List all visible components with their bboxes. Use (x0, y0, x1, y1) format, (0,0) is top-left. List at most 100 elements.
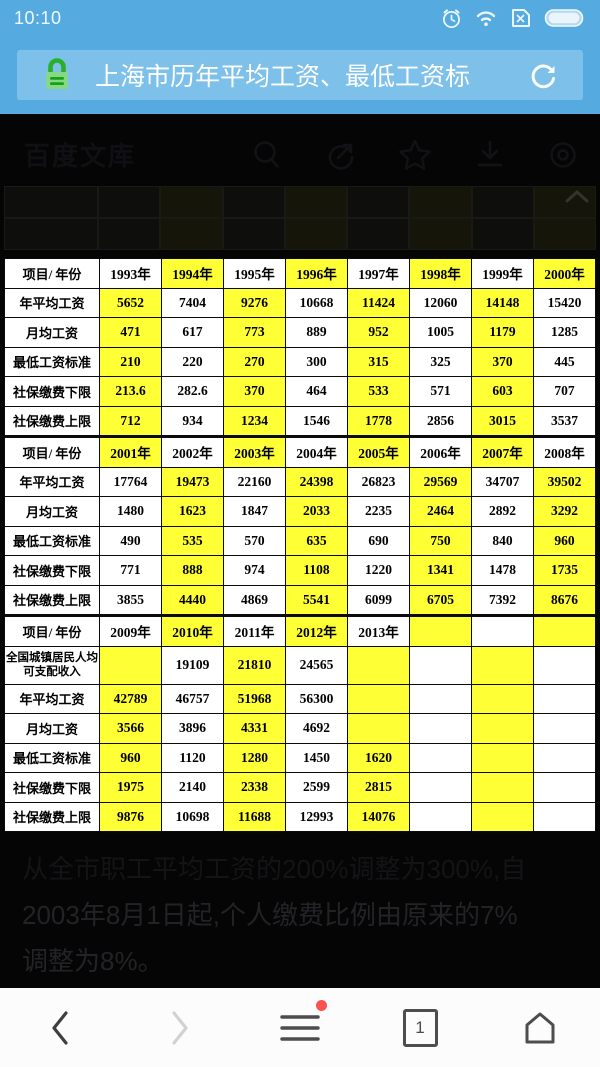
value-cell: 2140 (161, 772, 224, 803)
table-row: 最低工资标准 210 220 270 300 315 325 370 445 (4, 346, 596, 377)
value-cell (471, 742, 534, 773)
secure-lock-icon (41, 57, 73, 93)
share-icon (328, 143, 353, 170)
dimmed-table-fragment (4, 186, 596, 250)
table-row: 全国城镇居民人均可支配收入 19109 21810 24565 (4, 645, 596, 685)
table-row: 社保缴费上限 712 934 1234 1546 1778 2856 3015 3537 (4, 405, 596, 437)
value-cell: 1120 (161, 742, 224, 773)
value-cell: 10668 (285, 287, 348, 318)
value-cell: 12993 (285, 801, 348, 832)
dimmed-cell (284, 218, 347, 250)
value-cell: 690 (347, 525, 410, 556)
table-header-row: 项目/ 年份 1993年 1994年 1995年 1996年 1997年 1998年 1999… (4, 258, 596, 289)
dimmed-cell (284, 186, 347, 218)
value-cell: 888 (161, 555, 224, 586)
year-header-cell: 1998年 (409, 258, 472, 289)
year-header-cell: 1993年 (99, 258, 162, 289)
value-cell (533, 713, 596, 744)
value-cell: 535 (161, 525, 224, 556)
row-label: 月均工资 (4, 317, 100, 348)
brand-title: 百度文库 (24, 141, 137, 171)
footnote-line: 2003年8月1日起,个人缴费比例由原来的7% (22, 900, 518, 930)
table-row: 月均工资 471 617 773 889 952 1005 1179 1285 (4, 317, 596, 348)
back-button[interactable] (25, 998, 95, 1058)
value-cell: 445 (533, 346, 596, 377)
collapse-caret-icon (565, 189, 589, 203)
value-cell: 3015 (471, 405, 534, 437)
dimmed-cell (471, 186, 534, 218)
row-label: 项目/ 年份 (4, 614, 100, 647)
value-cell: 707 (533, 376, 596, 407)
value-cell: 39502 (533, 466, 596, 497)
dimmed-cell (98, 218, 161, 250)
forward-button[interactable] (145, 998, 215, 1058)
notification-badge (316, 999, 327, 1011)
value-cell (347, 713, 410, 744)
url-field[interactable]: 上海市历年平均工资、最低工资标 (17, 50, 583, 100)
value-cell: 3896 (161, 713, 224, 744)
year-header-cell: 2007年 (471, 435, 534, 468)
value-cell: 370 (471, 346, 534, 377)
value-cell: 12060 (409, 287, 472, 318)
value-cell: 22160 (223, 466, 286, 497)
table-row: 年平均工资 42789 46757 51968 56300 (4, 683, 596, 714)
table-row: 最低工资标准 490 535 570 635 690 750 840 960 (4, 525, 596, 556)
value-cell: 1546 (285, 405, 348, 437)
year-header-cell (409, 614, 472, 647)
value-cell: 2033 (285, 496, 348, 527)
value-cell (409, 645, 472, 685)
value-cell: 960 (99, 742, 162, 773)
no-sim-icon (512, 9, 530, 27)
value-cell: 1005 (409, 317, 472, 348)
year-header-cell: 1995年 (223, 258, 286, 289)
status-bar: 10:10 (0, 0, 600, 36)
value-cell: 56300 (285, 683, 348, 714)
row-label: 项目/ 年份 (4, 435, 100, 468)
value-cell: 1450 (285, 742, 348, 773)
year-header-cell (533, 614, 596, 647)
value-cell: 1975 (99, 772, 162, 803)
value-cell: 490 (99, 525, 162, 556)
year-header-cell: 2012年 (285, 614, 348, 647)
tabs-button[interactable]: 1 (385, 998, 455, 1058)
value-cell (471, 801, 534, 832)
home-button[interactable] (505, 998, 575, 1058)
value-cell (409, 742, 472, 773)
value-cell: 2892 (471, 496, 534, 527)
value-cell: 24565 (285, 645, 348, 685)
dimmed-page-overlay[interactable]: 百度文库 (0, 114, 600, 988)
menu-icon (280, 1014, 320, 1041)
menu-button[interactable] (265, 998, 335, 1058)
dimmed-cell (160, 218, 223, 250)
wage-table: 项目/ 年份 1993年 1994年 1995年 1996年 1997年 1998年 1999… (4, 258, 596, 832)
value-cell: 960 (533, 525, 596, 556)
value-cell (533, 801, 596, 832)
dimmed-cell (409, 186, 472, 218)
value-cell: 4869 (223, 584, 286, 616)
value-cell: 603 (471, 376, 534, 407)
value-cell: 19109 (161, 645, 224, 685)
value-cell: 213.6 (99, 376, 162, 407)
value-cell: 4331 (223, 713, 286, 744)
year-header-cell: 2001年 (99, 435, 162, 468)
value-cell: 4440 (161, 584, 224, 616)
home-icon (525, 1012, 555, 1043)
value-cell: 1480 (99, 496, 162, 527)
row-label: 年平均工资 (4, 683, 100, 714)
refresh-button[interactable] (525, 57, 561, 93)
value-cell: 300 (285, 346, 348, 377)
value-cell: 712 (99, 405, 162, 437)
dimmed-cell (98, 186, 161, 218)
value-cell: 11688 (223, 801, 286, 832)
row-label: 最低工资标准 (4, 525, 100, 556)
row-label: 社保缴费上限 (4, 584, 100, 616)
value-cell: 26823 (347, 466, 410, 497)
value-cell: 773 (223, 317, 286, 348)
value-cell: 1778 (347, 405, 410, 437)
value-cell: 5541 (285, 584, 348, 616)
value-cell: 15420 (533, 287, 596, 318)
value-cell: 2815 (347, 772, 410, 803)
value-cell: 1234 (223, 405, 286, 437)
row-label: 年平均工资 (4, 287, 100, 318)
footnote: 从全市职工平均工资的200%调整为300%,自 2003年8月1日起,个人缴费比… (0, 846, 600, 984)
